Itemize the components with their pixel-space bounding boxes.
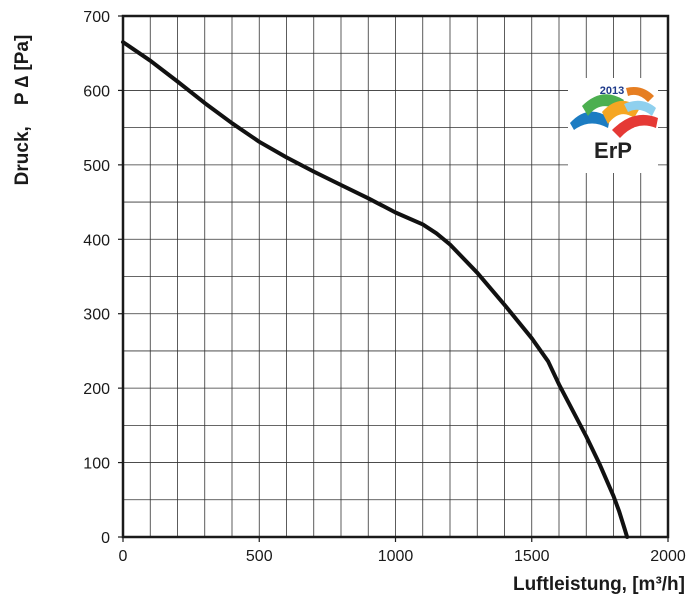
y-axis-title: Druck, P ∆ [Pa] (12, 35, 33, 186)
y-tick-label: 400 (83, 232, 110, 249)
x-tick-label: 1500 (514, 548, 550, 565)
x-tick-label: 0 (119, 548, 128, 565)
logo-text: ErP (594, 138, 632, 163)
x-tick-labels: 0 500 1000 1500 2000 (119, 548, 686, 565)
logo-arc-green (582, 94, 624, 116)
plot-frame (118, 14, 670, 542)
y-tick-labels: 0 100 200 300 400 500 600 700 (83, 9, 110, 547)
logo-arc-blue (570, 111, 610, 130)
y-tick-label: 500 (83, 158, 110, 175)
logo-arc-red (612, 114, 658, 138)
logo-year: 2013 (600, 85, 624, 97)
y-tick-label: 700 (83, 9, 110, 26)
x-axis-title: Luftleistung, [m³/h] (513, 574, 685, 595)
series-group (121, 40, 630, 539)
x-tick-label: 500 (246, 548, 273, 565)
erp-logo: 2013 ErP (568, 78, 658, 173)
y-tick-label: 0 (101, 530, 110, 547)
y-tick-label: 300 (83, 307, 110, 324)
y-tick-label: 600 (83, 83, 110, 100)
x-tick-label: 1000 (378, 548, 414, 565)
y-tick-label: 200 (83, 381, 110, 398)
x-tick-label: 2000 (650, 548, 686, 565)
y-tick-label: 100 (83, 456, 110, 473)
logo-arc-darkorange (626, 87, 654, 102)
series-line (121, 40, 630, 539)
logo-arc-lightblue (624, 100, 656, 116)
